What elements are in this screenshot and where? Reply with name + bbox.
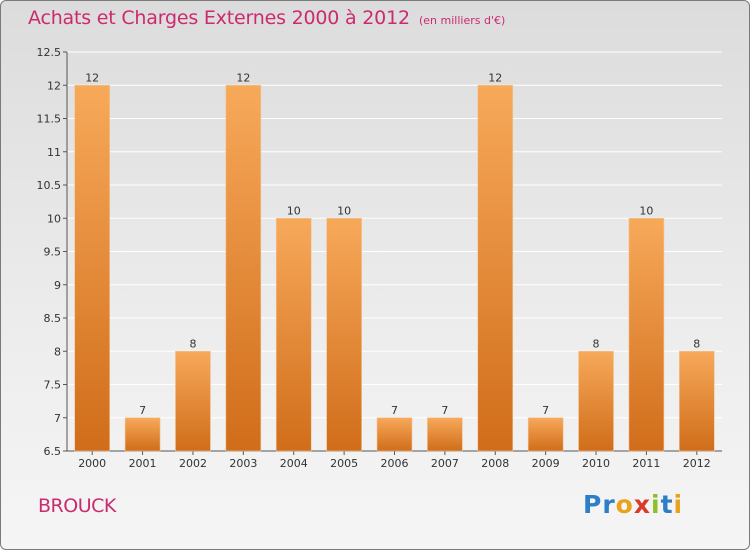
- bar-2005[interactable]: [326, 217, 362, 452]
- logo-letter: i: [673, 490, 684, 519]
- bar-2012[interactable]: [679, 350, 715, 452]
- x-tick-label: 2009: [532, 457, 560, 470]
- y-tick-label: 9: [54, 279, 61, 292]
- x-tick-label: 2005: [330, 457, 358, 470]
- bar-2006[interactable]: [376, 417, 413, 452]
- data-label: 8: [693, 337, 700, 350]
- x-tick-label: 2011: [632, 457, 660, 470]
- logo-letter: t: [660, 490, 674, 519]
- bar-2010[interactable]: [578, 350, 614, 452]
- logo-letter: r: [602, 490, 616, 519]
- bar-2011[interactable]: [628, 217, 665, 452]
- y-tick-label: 8.5: [44, 312, 62, 325]
- x-tick-label: 2002: [179, 457, 207, 470]
- data-label: 7: [441, 404, 448, 417]
- bar-2009[interactable]: [527, 417, 564, 452]
- data-label: 10: [287, 204, 301, 217]
- data-label: 7: [391, 404, 398, 417]
- bar-2008[interactable]: [477, 84, 514, 452]
- data-label: 10: [337, 204, 351, 217]
- data-label: 12: [488, 71, 502, 84]
- y-tick-label: 7: [54, 412, 61, 425]
- logo-letter: i: [651, 490, 661, 519]
- data-label: 12: [85, 71, 99, 84]
- x-tick-label: 2001: [129, 457, 157, 470]
- logo-letter: P: [583, 490, 603, 519]
- labels: 12 7 8 12 10 10 7 7 12 7 8 10 8: [85, 71, 700, 417]
- y-tick-label: 10: [47, 212, 61, 225]
- chart-subtitle: (en milliers d'€): [419, 14, 506, 27]
- bar-2003[interactable]: [225, 84, 262, 452]
- bars: [74, 84, 715, 452]
- data-label: 12: [236, 71, 250, 84]
- logo-letter: o: [615, 490, 634, 519]
- bar-2001[interactable]: [124, 417, 161, 452]
- grid-lines: [67, 51, 722, 452]
- y-tick-label: 11: [47, 146, 61, 159]
- x-tick-label: 2012: [683, 457, 711, 470]
- y-tick-label: 9.5: [44, 246, 62, 259]
- y-tick-label: 7.5: [44, 379, 62, 392]
- y-tick-label: 11.5: [37, 113, 62, 126]
- data-label: 10: [639, 204, 653, 217]
- x-tick-label: 2006: [381, 457, 409, 470]
- data-label: 8: [189, 337, 196, 350]
- x-tick-label: 2004: [280, 457, 308, 470]
- y-tick-label: 12: [47, 79, 61, 92]
- logo-letter: x: [633, 490, 651, 519]
- x-tick-label: 2007: [431, 457, 459, 470]
- data-label: 7: [542, 404, 549, 417]
- commune-name: BROUCK: [38, 495, 116, 517]
- axes: 6.5 7 7.5 8 8.5 9 9.5 10 10.5 11 11.5 12 12.5 2000 200…: [37, 46, 722, 470]
- x-tick-label: 2003: [229, 457, 257, 470]
- chart-title: Achats et Charges Externes 2000 à 2012: [28, 7, 410, 29]
- y-tick-label: 12.5: [37, 46, 62, 59]
- x-tick-label: 2010: [582, 457, 610, 470]
- x-tick-label: 2008: [481, 457, 509, 470]
- x-tick-label: 2000: [78, 457, 106, 470]
- y-tick-label: 10.5: [37, 179, 62, 192]
- y-tick-label: 8: [54, 345, 61, 358]
- bar-2007[interactable]: [427, 417, 463, 452]
- data-label: 8: [593, 337, 600, 350]
- proxiti-logo[interactable]: Proxiti: [583, 490, 683, 519]
- bar-2004[interactable]: [275, 217, 312, 452]
- bar-2002[interactable]: [175, 350, 211, 452]
- bar-2000[interactable]: [74, 84, 110, 452]
- y-tick-label: 6.5: [44, 445, 62, 458]
- data-label: 7: [139, 404, 146, 417]
